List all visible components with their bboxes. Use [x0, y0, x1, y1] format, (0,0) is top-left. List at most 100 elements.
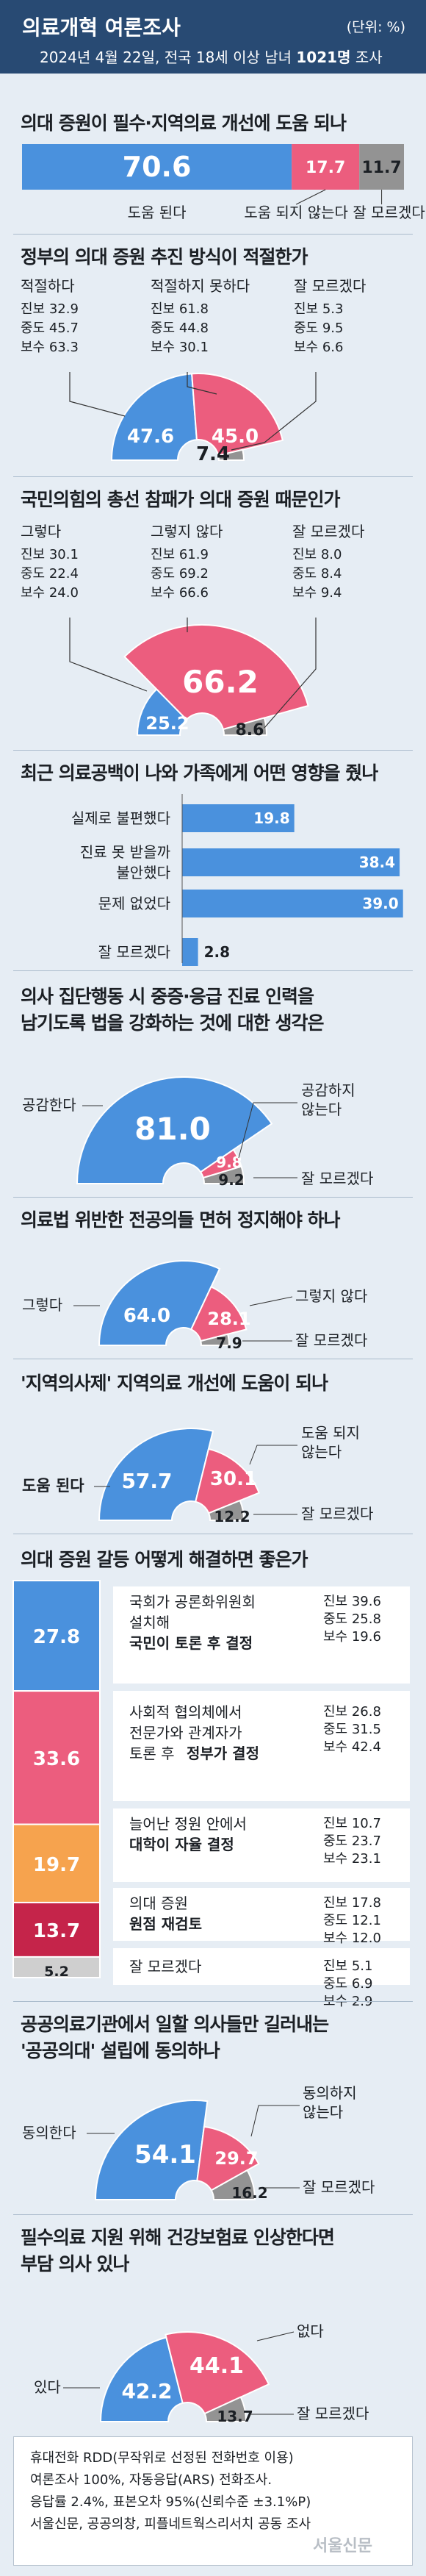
section-divider: [13, 2214, 413, 2215]
pie-slice: [76, 1076, 273, 1184]
breakdown-value: 중도 12.1: [323, 1913, 381, 1928]
data-label: 28.1: [207, 1309, 250, 1329]
chart-title: 정부의 의대 증원 추진 방식이 적절한가: [21, 246, 308, 268]
survey-info-pre: 2024년 4월 22일, 전국 18세 이상 남녀: [40, 49, 297, 66]
section-divider: [13, 2001, 413, 2002]
chart-title: '공공의대' 설립에 동의하나: [21, 2040, 220, 2061]
data-label: 57.7: [121, 1469, 172, 1493]
category-label: 적절하지 못하다: [151, 277, 250, 295]
breakdown-value: 보수 66.6: [151, 585, 209, 601]
option-label: 잘 모르겠다: [129, 1958, 201, 1975]
bar: [182, 890, 403, 917]
breakdown-value: 진보 5.3: [294, 301, 343, 317]
data-label: 13.7: [217, 2408, 253, 2425]
leader-line: [69, 618, 148, 692]
unit-label: (단위: %): [346, 19, 405, 35]
pie-slice: [98, 1428, 214, 1521]
bar: [182, 938, 198, 966]
pie-slice: [98, 1260, 221, 1346]
breakdown-value: 중도 45.7: [21, 321, 79, 336]
breakdown-value: 진보 5.1: [323, 1958, 372, 1974]
breakdown-value: 보수 30.1: [151, 340, 209, 355]
category-label: 않는다: [301, 1101, 342, 1118]
section-divider: [13, 750, 413, 751]
breakdown-value: 보수 19.6: [323, 1629, 381, 1645]
data-label: 38.4: [359, 854, 395, 871]
option-label-bold: 원점 재검토: [129, 1915, 202, 1933]
data-label: 9.2: [218, 1171, 244, 1189]
data-label: 29.7: [214, 2148, 258, 2169]
category-label: 잘 모르겠다: [294, 277, 366, 295]
category-label: 그렇다: [21, 523, 61, 540]
data-label: 16.2: [231, 2184, 267, 2202]
category-label: 그렇지 않다: [295, 1287, 367, 1305]
breakdown-value: 보수 23.1: [323, 1851, 381, 1867]
data-label: 81.0: [134, 1111, 211, 1147]
survey-info-post: 조사: [350, 49, 383, 66]
data-label: 25.2: [145, 713, 189, 734]
data-label: 9.8: [216, 1153, 242, 1171]
bar-segment: [359, 144, 404, 190]
option-label: 국회가 공론화위원회: [129, 1593, 256, 1611]
pie-slice: [191, 373, 284, 457]
watermark: 서울신문: [313, 2537, 372, 2555]
category-label: 없다: [297, 2322, 324, 2340]
breakdown-value: 중도 69.2: [151, 566, 209, 582]
chart-title: 의료법 위반한 전공의들 면허 정지해야 하나: [21, 1209, 341, 1231]
chart-q6: 64.0 28.1 7.9 그렇다 그렇지 않다잘 모르겠다: [22, 1260, 367, 1352]
category-label: 잘 모르겠다: [301, 1505, 373, 1523]
pie-slice: [123, 624, 309, 731]
pie-slice: [165, 2331, 270, 2415]
breakdown-value: 중도 6.9: [323, 1976, 372, 1992]
leader-line: [249, 1445, 297, 1465]
data-label: 64.0: [123, 1305, 170, 1327]
chart-title: 공공의료기관에서 일할 의사들만 길러내는: [21, 2014, 329, 2035]
category-label: 적절하다: [21, 277, 75, 295]
category-label: 진료 못 받을까: [80, 843, 170, 861]
breakdown-value: 중도 8.4: [292, 566, 342, 582]
data-label: 44.1: [189, 2353, 244, 2379]
bar: [182, 804, 295, 832]
breakdown-value: 보수 12.0: [323, 1931, 381, 1946]
breakdown-value: 진보 61.9: [151, 547, 209, 562]
chart-title: 최근 의료공백이 나와 가족에게 어떤 영향을 줬나: [21, 762, 378, 784]
category-label: 잘 모르겠다: [292, 523, 364, 540]
category-label: 있다: [34, 2378, 61, 2396]
chart-title: 국민의힘의 총선 참패가 의대 증원 때문인가: [21, 489, 341, 510]
data-label: 7.4: [196, 443, 230, 465]
data-label: 19.7: [33, 1854, 80, 1876]
option-label: 의대 증원: [129, 1895, 188, 1912]
breakdown-value: 진보 39.6: [323, 1594, 381, 1609]
chart-title: 남기도록 법을 강화하는 것에 대한 생각은: [21, 1012, 325, 1034]
breakdown-value: 중도 22.4: [21, 566, 79, 582]
chart-title: 필수의료 지원 위해 건강보험료 인상한다면: [21, 2227, 335, 2248]
breakdown-value: 보수 42.4: [323, 1739, 381, 1755]
breakdown-value: 중도 31.5: [323, 1722, 381, 1737]
data-label: 12.2: [214, 1508, 250, 1525]
section-divider: [13, 476, 413, 477]
category-label: 잘 모르겠다: [98, 943, 170, 961]
option-label: 늘어난 정원 안에서: [129, 1815, 247, 1833]
breakdown-value: 보수 6.6: [294, 340, 343, 355]
leader-line: [69, 372, 126, 417]
option-label: 전문가와 관계자가: [129, 1724, 242, 1742]
footer-line: 휴대전화 RDD(무작위로 선정된 전화번호 이용): [30, 2450, 294, 2466]
data-label: 11.7: [361, 159, 401, 177]
section-divider: [13, 1197, 413, 1198]
data-label: 2.8: [204, 943, 230, 961]
category-label: 도움 되지 않는다: [244, 204, 348, 221]
chart-title: 의대 증원이 필수·지역의료 개선에 도움 되나: [21, 112, 347, 134]
data-label: 27.8: [33, 1626, 80, 1648]
data-label: 42.2: [121, 2379, 172, 2403]
footer-box: 휴대전화 RDD(무작위로 선정된 전화번호 이용) 여론조사 100%, 자동…: [13, 2436, 413, 2566]
data-label: 8.6: [236, 721, 264, 740]
data-label: 33.6: [33, 1748, 80, 1770]
option-label: 설치해: [129, 1614, 170, 1631]
data-label: 5.2: [44, 1964, 69, 1980]
